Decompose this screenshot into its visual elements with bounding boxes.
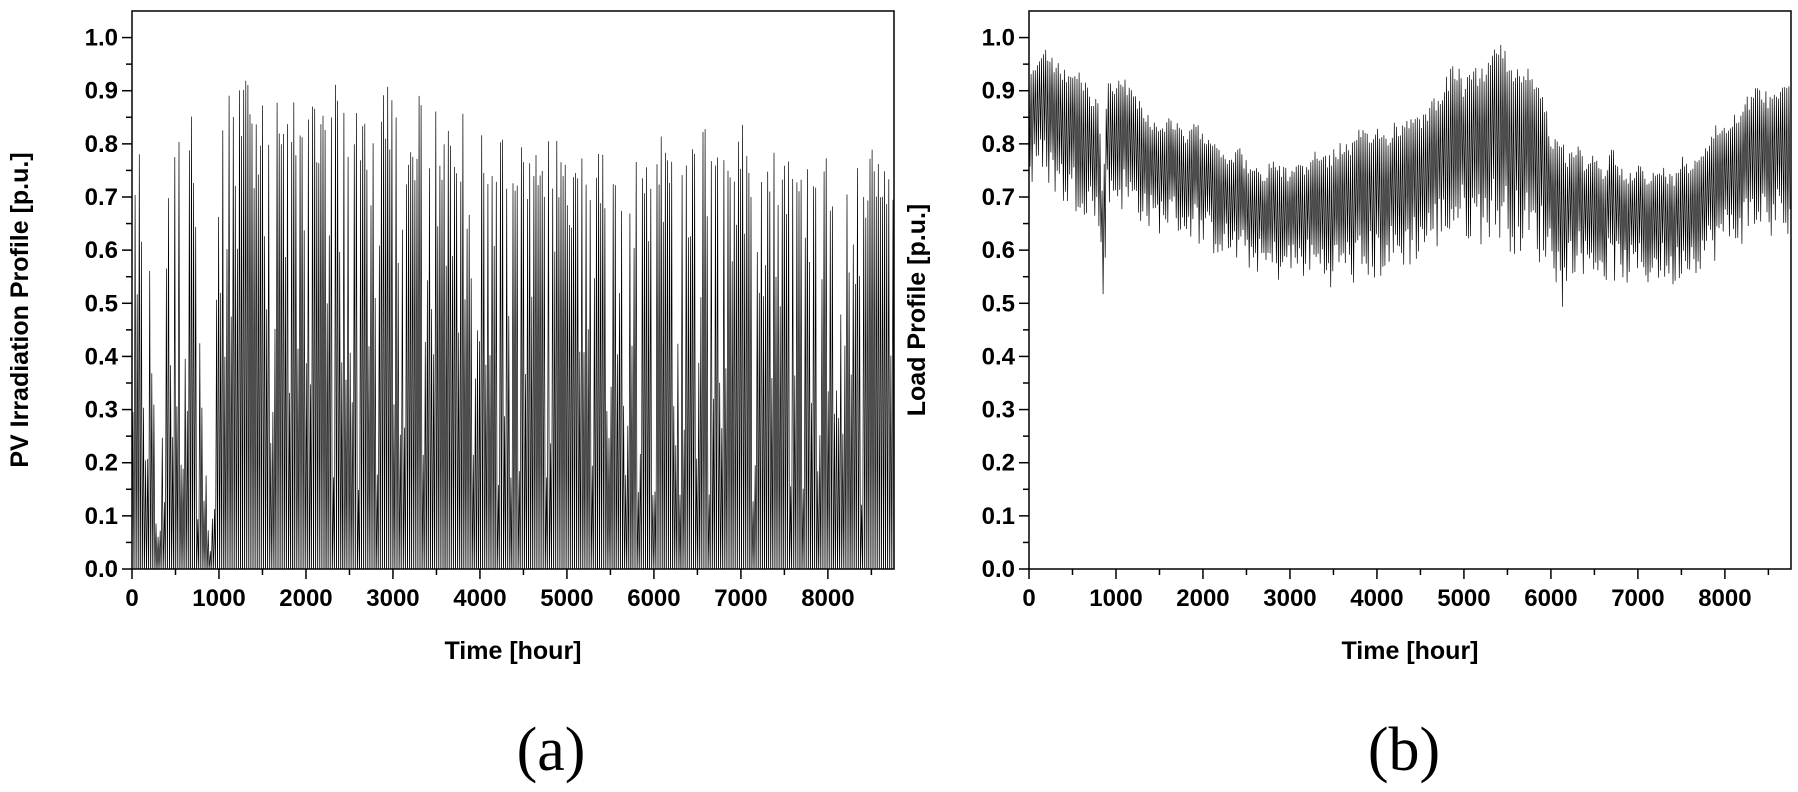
- y-tick-label: 1.0: [85, 25, 118, 52]
- y-tick-label: 0.2: [85, 450, 118, 477]
- y-tick-label: 0.1: [85, 503, 118, 530]
- series-a: [131, 80, 895, 570]
- y-tick-label: 0.6: [85, 237, 118, 264]
- y-tick-label: 0.0: [85, 556, 118, 583]
- x-tick-label: 0: [125, 585, 138, 612]
- x-tick-label: 1000: [192, 585, 245, 612]
- x-tick-label: 2000: [1176, 585, 1229, 612]
- y-tick-label: 1.0: [982, 25, 1015, 52]
- x-tick-label: 2000: [279, 585, 332, 612]
- ticks-b: 0 1000 2000 3000 4000 5000 6000 7000 8000 0.0 0.1 0…: [982, 25, 1770, 612]
- y-tick-label: 0.9: [982, 78, 1015, 105]
- y-tick-label: 0.5: [982, 290, 1015, 317]
- x-tick-label: 3000: [366, 585, 419, 612]
- x-tick-label: 7000: [714, 585, 767, 612]
- y-axis-label-a: PV Irradiation Profile [p.u.]: [6, 152, 34, 467]
- series-line-a: [131, 80, 895, 570]
- ticks-a: 0 1000 2000 3000 4000 5000 6000 7000 8000 0.0 0.1 0…: [85, 25, 873, 612]
- x-tick-label: 3000: [1263, 585, 1316, 612]
- x-tick-label: 5000: [540, 585, 593, 612]
- y-tick-label: 0.2: [982, 450, 1015, 477]
- y-tick-label: 0.9: [85, 78, 118, 105]
- x-tick-label: 7000: [1611, 585, 1664, 612]
- panel-caption-a: (a): [517, 716, 586, 784]
- panel-a-pv-irradiation: 0 1000 2000 3000 4000 5000 6000 7000 8000 0.0 0.1 0…: [6, 10, 895, 784]
- x-tick-label: 5000: [1437, 585, 1490, 612]
- x-tick-label: 6000: [1524, 585, 1577, 612]
- plot-frame-b: [1028, 10, 1792, 570]
- y-tick-label: 0.4: [85, 343, 119, 370]
- y-tick-label: 0.8: [85, 131, 118, 158]
- x-tick-label: 0: [1022, 585, 1035, 612]
- y-tick-label: 0.8: [982, 131, 1015, 158]
- series-b: [1028, 44, 1791, 307]
- series-line-b: [1028, 44, 1791, 307]
- y-tick-label: 0.7: [85, 184, 118, 211]
- y-tick-label: 0.3: [85, 397, 118, 424]
- y-tick-label: 0.3: [982, 397, 1015, 424]
- y-tick-label: 0.7: [982, 184, 1015, 211]
- x-tick-label: 1000: [1089, 585, 1142, 612]
- x-tick-label: 8000: [801, 585, 854, 612]
- y-tick-label: 0.5: [85, 290, 118, 317]
- x-tick-label: 8000: [1698, 585, 1751, 612]
- x-tick-label: 4000: [453, 585, 506, 612]
- y-tick-label: 0.4: [982, 343, 1016, 370]
- y-tick-label: 0.6: [982, 237, 1015, 264]
- x-tick-label: 6000: [627, 585, 680, 612]
- x-axis-label-a: Time [hour]: [444, 637, 581, 665]
- plot-frame-a: [131, 10, 895, 570]
- y-tick-label: 0.1: [982, 503, 1015, 530]
- y-tick-label: 0.0: [982, 556, 1015, 583]
- x-tick-label: 4000: [1350, 585, 1403, 612]
- x-axis-label-b: Time [hour]: [1341, 637, 1478, 665]
- panel-caption-b: (b): [1368, 716, 1440, 784]
- panel-b-load-profile: 0 1000 2000 3000 4000 5000 6000 7000 8000 0.0 0.1 0…: [903, 10, 1792, 784]
- y-axis-label-b: Load Profile [p.u.]: [903, 204, 931, 417]
